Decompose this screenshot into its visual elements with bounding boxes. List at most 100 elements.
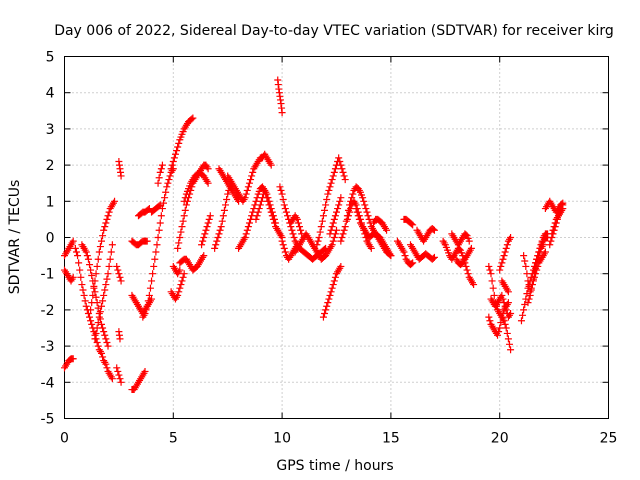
data-point <box>340 226 348 234</box>
data-point <box>215 230 223 238</box>
y-axis-label: SDTVAR / TECUs <box>7 180 23 295</box>
data-point <box>328 176 336 184</box>
data-marks <box>61 76 567 394</box>
data-point <box>517 317 525 325</box>
data-point <box>75 259 83 267</box>
data-point <box>278 190 286 198</box>
data-point <box>96 308 104 316</box>
data-point <box>288 226 296 234</box>
data-point <box>100 328 108 336</box>
data-point <box>499 255 507 263</box>
data-point <box>331 273 339 281</box>
data-point <box>245 219 253 227</box>
data-point <box>177 228 185 236</box>
data-point <box>505 340 513 348</box>
data-point <box>559 201 567 209</box>
data-point <box>91 288 99 296</box>
data-point <box>496 324 504 332</box>
data-point <box>219 212 227 220</box>
x-tick-label: 10 <box>273 431 291 447</box>
series-f4 <box>287 212 306 238</box>
data-point <box>330 234 338 241</box>
data-point <box>148 277 156 285</box>
data-point <box>526 291 534 299</box>
data-point <box>488 277 496 285</box>
data-point <box>97 302 105 310</box>
data-point <box>179 273 187 281</box>
data-point <box>111 197 119 205</box>
data-point <box>343 215 351 223</box>
series-c6 <box>148 201 164 216</box>
data-point <box>500 299 508 307</box>
data-point <box>82 248 90 256</box>
data-point <box>254 208 262 216</box>
data-point <box>529 277 537 285</box>
x-tick-label: 0 <box>60 431 69 447</box>
data-point <box>115 270 123 278</box>
data-point <box>69 355 77 363</box>
data-point <box>86 313 94 321</box>
series-i3 <box>406 241 438 263</box>
data-point <box>95 248 103 256</box>
data-point <box>495 328 503 336</box>
data-point <box>156 219 164 227</box>
series-d3 <box>169 262 184 278</box>
data-point <box>329 172 337 180</box>
series-i4 <box>413 224 438 245</box>
data-point <box>290 234 298 241</box>
x-tick-label: 20 <box>491 431 509 447</box>
data-point <box>531 262 539 270</box>
data-point <box>154 234 162 241</box>
data-point <box>141 310 149 318</box>
data-point <box>181 206 189 214</box>
data-point <box>276 183 284 191</box>
data-point <box>280 244 288 252</box>
data-point <box>155 226 163 234</box>
data-point <box>362 205 370 213</box>
data-point <box>551 219 559 227</box>
data-point <box>282 208 290 216</box>
data-point <box>211 244 219 252</box>
data-point <box>105 262 113 270</box>
data-point <box>175 239 183 247</box>
data-point <box>200 234 208 241</box>
data-point <box>170 154 178 162</box>
data-point <box>102 360 110 368</box>
data-point <box>361 201 369 209</box>
data-point <box>163 183 171 191</box>
data-point <box>206 212 214 220</box>
data-point <box>318 217 326 225</box>
data-point <box>80 291 88 299</box>
data-point <box>337 161 345 169</box>
data-point <box>337 262 345 270</box>
data-point <box>243 186 251 194</box>
data-point <box>245 179 253 187</box>
data-point <box>538 237 546 245</box>
data-point <box>349 190 357 198</box>
data-point <box>116 273 124 281</box>
data-point <box>501 320 509 328</box>
data-point <box>558 205 566 213</box>
data-point <box>360 197 368 205</box>
y-tick-label: -3 <box>41 339 55 355</box>
data-point <box>485 313 493 321</box>
data-point <box>387 252 395 260</box>
data-point <box>507 310 515 318</box>
data-point <box>96 243 104 251</box>
data-point <box>409 221 417 229</box>
data-point <box>277 186 285 194</box>
y-tick-label: -5 <box>41 412 55 428</box>
data-point <box>168 161 176 169</box>
series-g1 <box>313 154 349 249</box>
data-point <box>337 237 345 245</box>
data-point <box>102 281 110 289</box>
data-point <box>214 234 222 241</box>
data-point <box>161 194 169 202</box>
data-point <box>502 306 510 314</box>
data-point <box>180 270 188 278</box>
data-point <box>266 201 274 209</box>
data-point <box>430 253 438 261</box>
data-point <box>116 375 124 383</box>
